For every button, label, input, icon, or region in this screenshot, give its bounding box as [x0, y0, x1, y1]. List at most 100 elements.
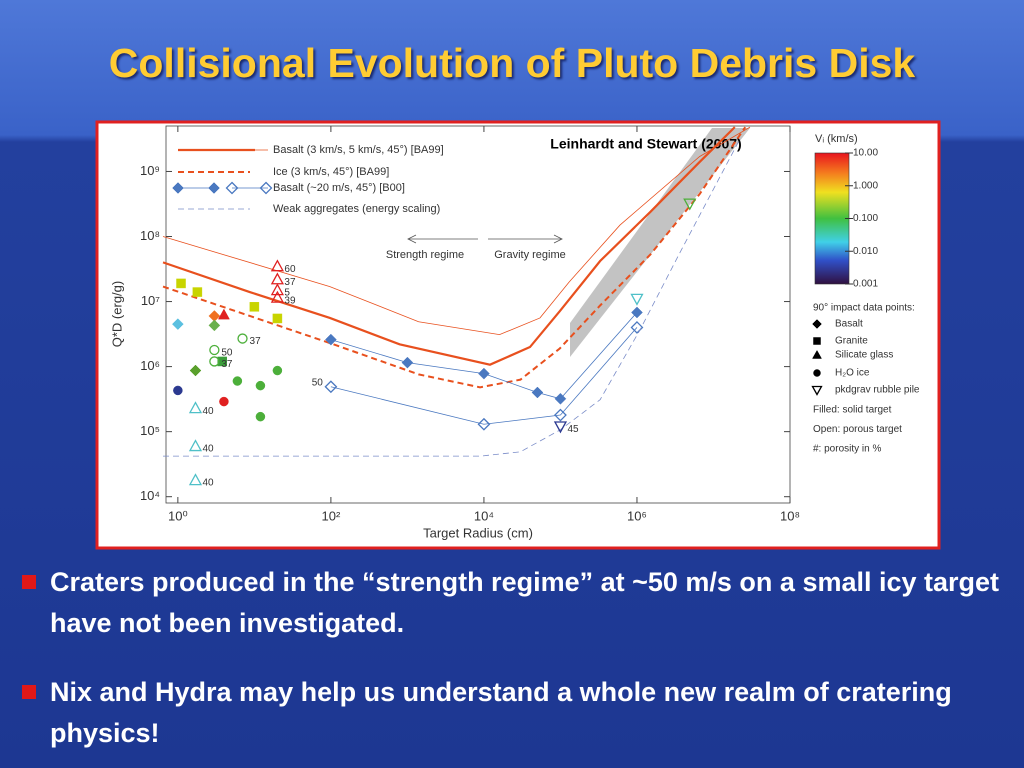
key-label: Basalt — [835, 319, 863, 330]
colorbar-tick-label: 0.010 — [853, 246, 878, 257]
series-line — [162, 126, 751, 336]
marker — [209, 344, 220, 356]
series-line — [162, 126, 736, 366]
point-label: 40 — [202, 478, 214, 489]
annotation: Strength regime — [386, 249, 464, 261]
marker — [188, 473, 203, 486]
marker — [553, 421, 568, 434]
x-axis-label: Target Radius (cm) — [423, 525, 533, 540]
marker — [208, 182, 220, 194]
key-title: 90° impact data points: — [813, 303, 915, 314]
marker — [237, 333, 248, 344]
slide-title: Collisional Evolution of Pluto Debris Di… — [108, 40, 916, 86]
y-axis-label: Q*D (erg/g) — [109, 281, 124, 347]
legend-label: Basalt (~20 m/s, 45°) [B00] — [273, 182, 405, 194]
key-label: Silicate glass — [835, 350, 893, 361]
marker — [270, 259, 285, 272]
marker — [232, 376, 243, 386]
point-label: 40 — [202, 444, 214, 455]
legend-label: Weak aggregates (energy scaling) — [273, 203, 440, 215]
y-tick-label: 10⁵ — [140, 423, 160, 438]
marker — [631, 306, 643, 319]
x-tick-label: 10⁴ — [474, 508, 494, 523]
bullet-marker — [22, 575, 36, 589]
marker — [630, 321, 644, 334]
marker — [272, 365, 283, 376]
key-label: H₂O ice — [835, 368, 870, 379]
legend-label: Basalt (3 km/s, 5 km/s, 45°) [BA99] — [273, 144, 444, 156]
point-label: 39 — [284, 295, 296, 306]
marker — [401, 356, 414, 369]
key-note: Filled: solid target — [813, 405, 892, 416]
legend-label: Ice (3 km/s, 45°) [BA99] — [273, 166, 389, 178]
marker — [554, 392, 567, 405]
marker — [249, 302, 260, 312]
marker — [255, 380, 266, 391]
marker — [208, 319, 221, 332]
marker — [630, 293, 644, 306]
colorbar-tick-label: 10.00 — [853, 148, 878, 159]
source: Leinhardt and Stewart (2007) — [550, 136, 741, 152]
bullet: Nix and Hydra may help us understand a w… — [22, 672, 1002, 754]
marker — [477, 417, 491, 431]
point-label: 37 — [221, 359, 233, 370]
point-label: 50 — [221, 348, 233, 359]
marker — [272, 313, 283, 324]
marker — [188, 439, 203, 452]
point-label: 45 — [567, 424, 579, 435]
point-label: 37 — [250, 336, 262, 347]
key-note: Open: porous target — [813, 424, 902, 435]
marker — [554, 408, 567, 422]
marker — [176, 278, 186, 289]
key-label: pkdgrav rubble pile — [835, 385, 920, 396]
arrow-head — [407, 234, 417, 244]
series-line — [330, 327, 638, 425]
marker — [813, 369, 821, 377]
marker — [255, 411, 266, 422]
marker — [811, 385, 823, 396]
x-tick-label: 10⁸ — [780, 508, 800, 523]
chart: Leinhardt and Stewart (2007) Target Radi… — [95, 120, 941, 550]
y-tick-label: 10⁶ — [140, 358, 160, 373]
key-label: Granite — [835, 336, 868, 347]
y-tick-label: 10⁹ — [140, 163, 160, 178]
y-tick-label: 10⁸ — [140, 228, 160, 243]
x-tick-label: 10⁶ — [627, 508, 647, 523]
marker — [209, 356, 220, 367]
y-tick-label: 10⁴ — [140, 488, 160, 503]
colorbar — [814, 152, 850, 285]
marker — [325, 333, 337, 346]
marker — [217, 356, 227, 367]
arrow-head — [553, 234, 563, 244]
colorbar-title: Vᵢ (km/s) — [815, 133, 858, 145]
y-tick-label: 10⁷ — [141, 293, 160, 308]
series-line — [162, 126, 747, 389]
colorbar-tick-label: 0.100 — [853, 213, 878, 224]
marker — [478, 367, 490, 380]
marker — [259, 181, 273, 195]
marker — [812, 319, 822, 329]
marker — [270, 283, 285, 296]
marker — [189, 364, 202, 377]
point-label: 5 — [284, 288, 290, 299]
marker — [172, 182, 184, 194]
chart-frame — [95, 120, 941, 550]
bullet-marker — [22, 685, 36, 699]
marker — [219, 396, 229, 407]
marker — [171, 318, 184, 330]
bullet: Craters produced in the “strength regime… — [22, 562, 1002, 644]
marker — [683, 198, 697, 211]
marker — [531, 386, 544, 399]
x-tick-label: 10² — [321, 508, 340, 523]
series-line — [163, 139, 741, 457]
annotation: Gravity regime — [494, 249, 566, 261]
marker — [270, 290, 285, 303]
marker — [812, 349, 822, 359]
marker — [324, 380, 338, 394]
point-label: 37 — [284, 277, 296, 288]
marker — [192, 287, 203, 297]
x-tick-label: 10⁰ — [168, 508, 188, 523]
series-line — [330, 312, 638, 400]
plot-area — [165, 125, 791, 504]
